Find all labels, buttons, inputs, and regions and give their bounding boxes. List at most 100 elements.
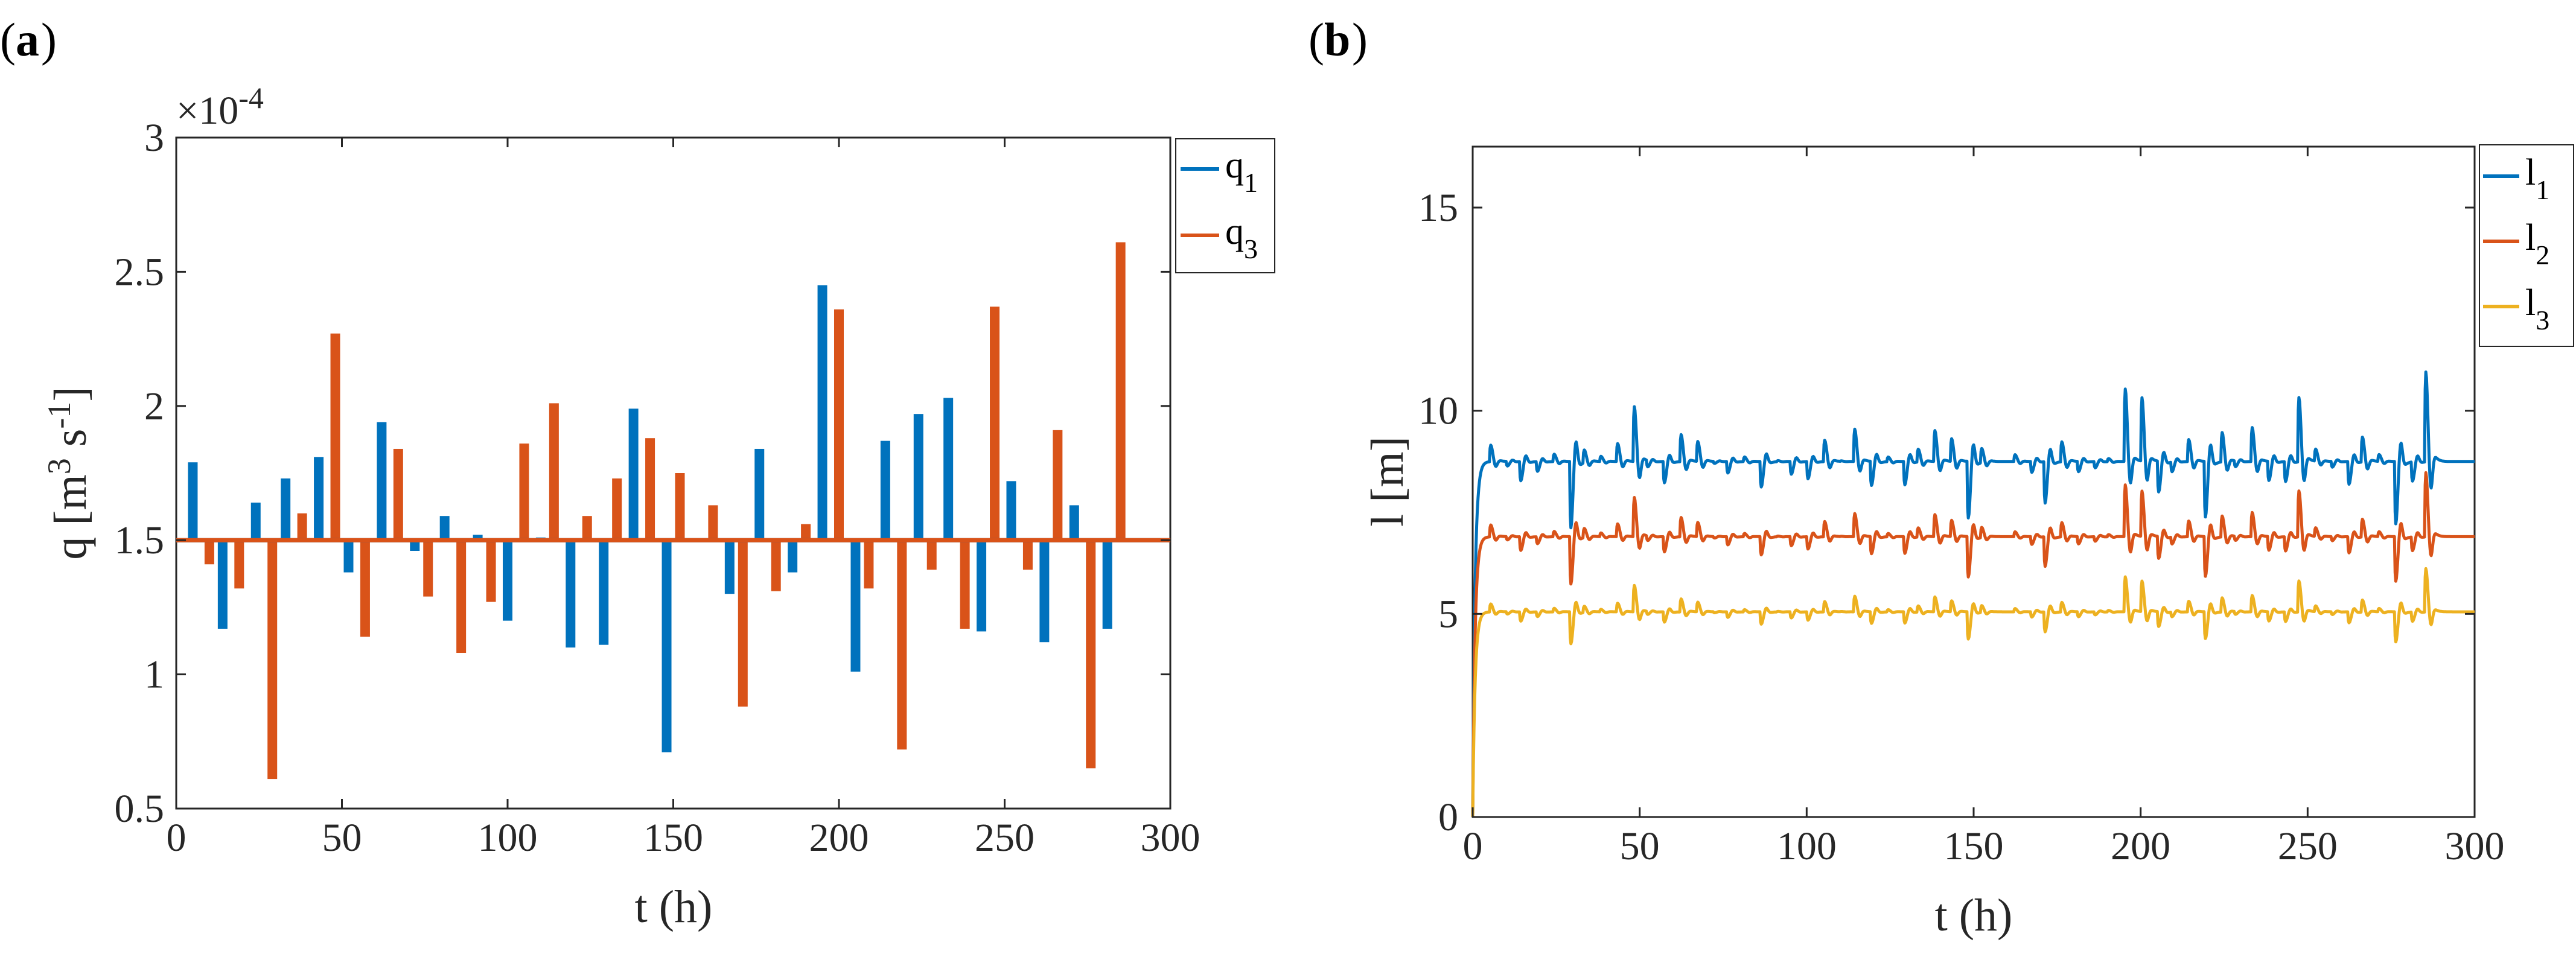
chart-a-xtick-label: 250: [975, 816, 1035, 860]
q1-bar: [473, 535, 483, 541]
l3-legend-label: l3: [2525, 282, 2549, 335]
q3-bar: [234, 540, 244, 589]
l2-line: [1471, 471, 2476, 818]
chart-a-xtick-label: 50: [322, 816, 362, 860]
chart-a-legend-box: [1175, 138, 1275, 273]
chart-b-xtick-label: 300: [2445, 824, 2505, 868]
q1-bar: [1039, 540, 1050, 643]
chart-b-ytick-label: 0: [1438, 795, 1458, 839]
q3-bar: [1115, 242, 1126, 541]
q1-bar: [410, 540, 420, 551]
chart-a-xtick-label: 100: [478, 816, 538, 860]
chart-a-ytick-label: 2.5: [115, 250, 165, 294]
q3-bar: [960, 540, 970, 629]
chart-b-xtick-label: 200: [2111, 824, 2170, 868]
chart-b-ylabel: l [m]: [1362, 436, 1413, 527]
q3-bar: [297, 513, 307, 541]
q1-bar: [503, 540, 512, 621]
q3-bar: [267, 540, 278, 780]
chart-b-xlabel: t (h): [1935, 890, 2013, 941]
q3-bar: [393, 448, 403, 541]
q3-bar: [708, 505, 718, 541]
chart-a-xtick-label: 200: [809, 816, 869, 860]
chart-a-ytick-label: 3: [144, 116, 164, 160]
q1-bar: [724, 540, 735, 594]
q3-bar: [423, 540, 433, 597]
chart-b-xtick-label: 100: [1777, 824, 1837, 868]
q1-bar: [566, 540, 576, 648]
q1-bar: [188, 462, 198, 541]
chart-a-ytick-label: 1: [144, 653, 164, 697]
q3-bar: [645, 438, 655, 541]
chart-b-marks: [1471, 370, 2476, 818]
q1-bar: [1006, 481, 1016, 541]
chart-a: 0 50 100 150 200 250 300 0.5 1 1.5 2 2.5 3 ×10-4 t (…: [41, 81, 1275, 932]
q1-bar: [250, 502, 261, 541]
chart-a-ytick-label: 1.5: [115, 518, 165, 562]
q1-legend-label: q1: [1225, 145, 1258, 198]
q1-bar: [377, 422, 387, 541]
q3-bar: [990, 307, 1000, 541]
chart-b-legend-box: [2479, 144, 2574, 347]
chart-b-plot-area: [1471, 145, 2476, 818]
q3-bar: [738, 540, 748, 707]
chart-b-ytick-label: 10: [1418, 389, 1458, 433]
q1-bar: [217, 540, 228, 629]
chart-a-ylabel: q [m3 s-1]: [41, 386, 96, 559]
chart-b-ticks: 0 50 100 150 200 250 300 0 5 10 15: [1418, 147, 2505, 868]
chart-b-xtick-label: 0: [1463, 824, 1483, 868]
chart-a-exponent: ×10-4: [176, 81, 264, 133]
chart-a-xtick-label: 150: [643, 816, 703, 860]
q3-bar: [456, 540, 467, 653]
chart-a-marks: [176, 242, 1170, 780]
q3-bar: [864, 540, 874, 589]
q3-legend-label: q3: [1225, 211, 1258, 264]
q3-bar: [519, 444, 529, 541]
svg-text:(: (: [0, 13, 16, 66]
q3-bar: [834, 309, 844, 541]
chart-b-legend: l1 l2 l3: [2479, 144, 2574, 347]
l1-legend-label: l1: [2525, 152, 2549, 205]
l2-legend-label: l2: [2525, 217, 2549, 270]
q1-bar: [599, 540, 609, 645]
svg-text:(: (: [1309, 13, 1324, 66]
q1-bar: [943, 398, 954, 541]
q3-bar: [204, 540, 214, 565]
chart-b-ytick-label: 5: [1438, 592, 1458, 636]
q3-bar: [926, 540, 937, 570]
svg-text:): ): [1352, 13, 1368, 66]
svg-text:): ): [41, 13, 57, 66]
chart-a-plot-area: [175, 136, 1172, 810]
q1-bar: [281, 478, 291, 541]
svg-text:b: b: [1324, 13, 1350, 66]
q3-bar: [549, 403, 559, 541]
q1-bar: [880, 440, 890, 541]
q3-bar: [582, 516, 592, 541]
chart-b-xtick-label: 150: [1944, 824, 2004, 868]
q1-bar: [788, 540, 798, 573]
panel-label-b: ( b ): [1309, 13, 1368, 66]
chart-a-xtick-label: 300: [1141, 816, 1200, 860]
q3-bar: [330, 333, 340, 541]
q1-bar: [1069, 505, 1079, 541]
q1-bar: [343, 540, 354, 573]
svg-text:a: a: [16, 13, 39, 66]
chart-b-ytick-label: 15: [1418, 186, 1458, 230]
q3-bar: [360, 540, 370, 637]
q1-bar: [850, 540, 861, 672]
q3-bar: [897, 540, 907, 750]
q1-bar: [662, 540, 672, 752]
q1-bar: [439, 516, 450, 541]
chart-a-ticks: 0 50 100 150 200 250 300 0.5 1 1.5 2 2.5 3: [115, 116, 1200, 860]
chart-a-ytick-label: 2: [144, 384, 164, 428]
q1-bar: [314, 457, 324, 541]
q3-bar: [1053, 430, 1063, 541]
chart-b-xtick-label: 50: [1620, 824, 1660, 868]
q3-bar: [486, 540, 496, 602]
chart-a-ytick-label: 0.5: [115, 787, 165, 831]
q1-bar: [628, 409, 639, 541]
q1-bar: [977, 540, 987, 632]
chart-a-xlabel: t (h): [635, 882, 713, 932]
q3-bar: [612, 478, 622, 541]
